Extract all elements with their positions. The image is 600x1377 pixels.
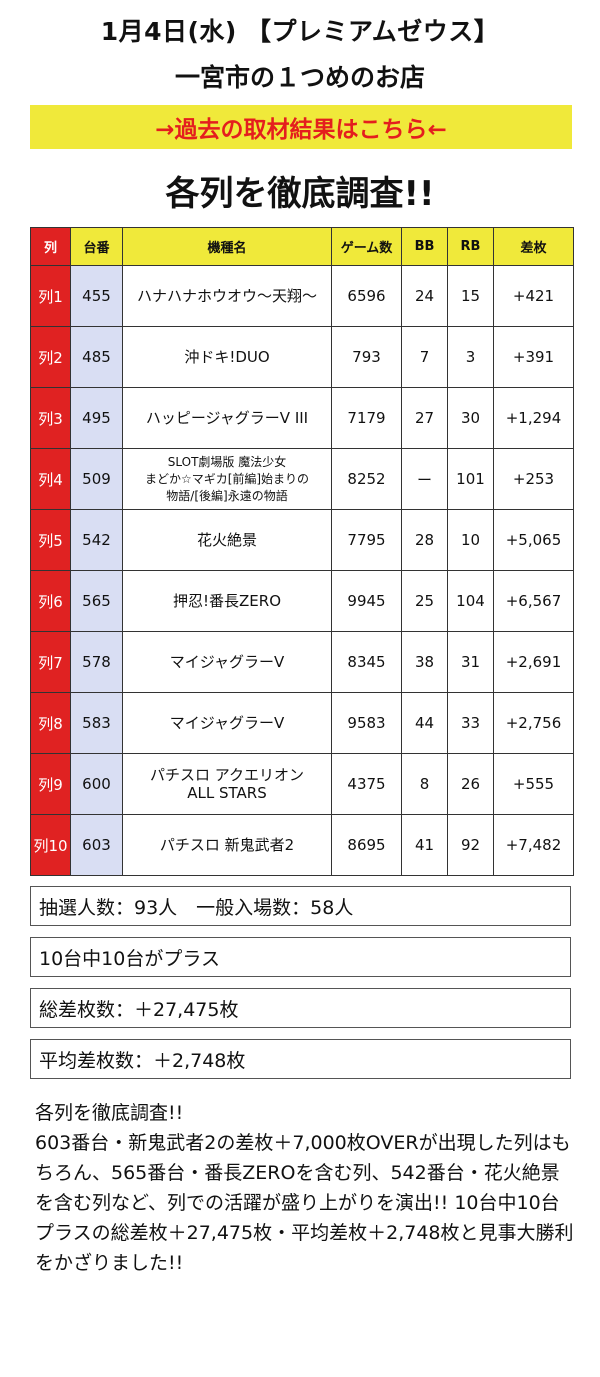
table-header-row: 列 台番 機種名 ゲーム数 BB RB 差枚 [30, 227, 574, 266]
cell-retsu: 列3 [30, 387, 71, 449]
cell-model: SLOT劇場版 魔法少女 まどか☆マギカ[前編]始まりの 物語/[後編]永遠の物… [122, 448, 332, 510]
cell-bb: 27 [401, 387, 448, 449]
cell-bb: ー [401, 448, 448, 510]
cell-games: 7795 [331, 509, 402, 571]
cell-diff: +5,065 [493, 509, 574, 571]
cell-retsu: 列9 [30, 753, 71, 815]
past-results-link[interactable]: →過去の取材結果はこちら← [30, 105, 572, 149]
cell-unit: 455 [70, 265, 123, 327]
cell-model: 沖ドキ!DUO [122, 326, 332, 388]
lottery-stats: 抽選人数：93人 一般入場数：58人 [30, 886, 571, 926]
column-header-retsu: 列 [30, 227, 71, 266]
cell-rb: 104 [447, 570, 494, 632]
cell-bb: 28 [401, 509, 448, 571]
cell-bb: 24 [401, 265, 448, 327]
cell-unit: 600 [70, 753, 123, 815]
total-diff-stats: 総差枚数：＋27,475枚 [30, 988, 571, 1028]
cell-games: 793 [331, 326, 402, 388]
table-row: 列3 495 ハッピージャグラーV III 7179 27 30 +1,294 [30, 387, 574, 449]
cell-rb: 15 [447, 265, 494, 327]
cell-model: 花火絶景 [122, 509, 332, 571]
cell-bb: 25 [401, 570, 448, 632]
cell-games: 9945 [331, 570, 402, 632]
cell-games: 6596 [331, 265, 402, 327]
cell-rb: 33 [447, 692, 494, 754]
cell-unit: 485 [70, 326, 123, 388]
cell-retsu: 列10 [30, 814, 71, 876]
results-table: 列 台番 機種名 ゲーム数 BB RB 差枚 列1 455 ハナハナホウオウ〜天… [30, 227, 574, 876]
table-row: 列8 583 マイジャグラーV 9583 44 33 +2,756 [30, 692, 574, 754]
cell-diff: +2,691 [493, 631, 574, 693]
table-row: 列10 603 パチスロ 新鬼武者2 8695 41 92 +7,482 [30, 814, 574, 876]
cell-diff: +7,482 [493, 814, 574, 876]
cell-bb: 41 [401, 814, 448, 876]
cell-unit: 509 [70, 448, 123, 510]
cell-rb: 3 [447, 326, 494, 388]
cell-model: 押忍!番長ZERO [122, 570, 332, 632]
cell-unit: 603 [70, 814, 123, 876]
cell-retsu: 列2 [30, 326, 71, 388]
cell-unit: 542 [70, 509, 123, 571]
column-header-rb: RB [447, 227, 494, 266]
cell-diff: +6,567 [493, 570, 574, 632]
cell-unit: 578 [70, 631, 123, 693]
cell-model: マイジャグラーV [122, 692, 332, 754]
cell-model: マイジャグラーV [122, 631, 332, 693]
cell-retsu: 列5 [30, 509, 71, 571]
cell-games: 8345 [331, 631, 402, 693]
cell-diff: +421 [493, 265, 574, 327]
cell-retsu: 列6 [30, 570, 71, 632]
cell-unit: 583 [70, 692, 123, 754]
column-header-unit: 台番 [70, 227, 123, 266]
cell-bb: 44 [401, 692, 448, 754]
cell-unit: 565 [70, 570, 123, 632]
cell-model: パチスロ 新鬼武者2 [122, 814, 332, 876]
table-row: 列7 578 マイジャグラーV 8345 38 31 +2,691 [30, 631, 574, 693]
table-row: 列9 600 パチスロ アクエリオン ALL STARS 4375 8 26 +… [30, 753, 574, 815]
cell-diff: +2,756 [493, 692, 574, 754]
column-header-model: 機種名 [122, 227, 332, 266]
avg-diff-stats: 平均差枚数：＋2,748枚 [30, 1039, 571, 1079]
cell-bb: 38 [401, 631, 448, 693]
cell-games: 8252 [331, 448, 402, 510]
cell-model: ハナハナホウオウ〜天翔〜 [122, 265, 332, 327]
table-row: 列5 542 花火絶景 7795 28 10 +5,065 [30, 509, 574, 571]
cell-games: 9583 [331, 692, 402, 754]
cell-diff: +555 [493, 753, 574, 815]
cell-diff: +253 [493, 448, 574, 510]
column-header-diff: 差枚 [493, 227, 574, 266]
cell-bb: 7 [401, 326, 448, 388]
cell-rb: 31 [447, 631, 494, 693]
cell-rb: 10 [447, 509, 494, 571]
cell-unit: 495 [70, 387, 123, 449]
cell-diff: +391 [493, 326, 574, 388]
table-row: 列1 455 ハナハナホウオウ〜天翔〜 6596 24 15 +421 [30, 265, 574, 327]
plus-count-stats: 10台中10台がプラス [30, 937, 571, 977]
page-subtitle: 一宮市の１つめのお店 [174, 63, 425, 92]
cell-retsu: 列7 [30, 631, 71, 693]
cell-model: パチスロ アクエリオン ALL STARS [122, 753, 332, 815]
summary-text: 各列を徹底調査!! 603番台・新鬼武者2の差枚＋7,000枚OVERが出現した… [35, 1102, 574, 1274]
column-header-games: ゲーム数 [331, 227, 402, 266]
cell-rb: 26 [447, 753, 494, 815]
section-heading: 各列を徹底調査!! [165, 174, 435, 214]
table-row: 列6 565 押忍!番長ZERO 9945 25 104 +6,567 [30, 570, 574, 632]
cell-rb: 30 [447, 387, 494, 449]
cell-retsu: 列4 [30, 448, 71, 510]
cell-rb: 92 [447, 814, 494, 876]
cell-rb: 101 [447, 448, 494, 510]
cell-bb: 8 [401, 753, 448, 815]
cell-diff: +1,294 [493, 387, 574, 449]
cell-model: ハッピージャグラーV III [122, 387, 332, 449]
column-header-bb: BB [401, 227, 448, 266]
cell-games: 7179 [331, 387, 402, 449]
cell-games: 4375 [331, 753, 402, 815]
table-row: 列4 509 SLOT劇場版 魔法少女 まどか☆マギカ[前編]始まりの 物語/[… [30, 448, 574, 510]
cell-retsu: 列8 [30, 692, 71, 754]
table-row: 列2 485 沖ドキ!DUO 793 7 3 +391 [30, 326, 574, 388]
cell-games: 8695 [331, 814, 402, 876]
cell-retsu: 列1 [30, 265, 71, 327]
page-title: 1月4日(水) 【プレミアムゼウス】 [100, 17, 500, 46]
